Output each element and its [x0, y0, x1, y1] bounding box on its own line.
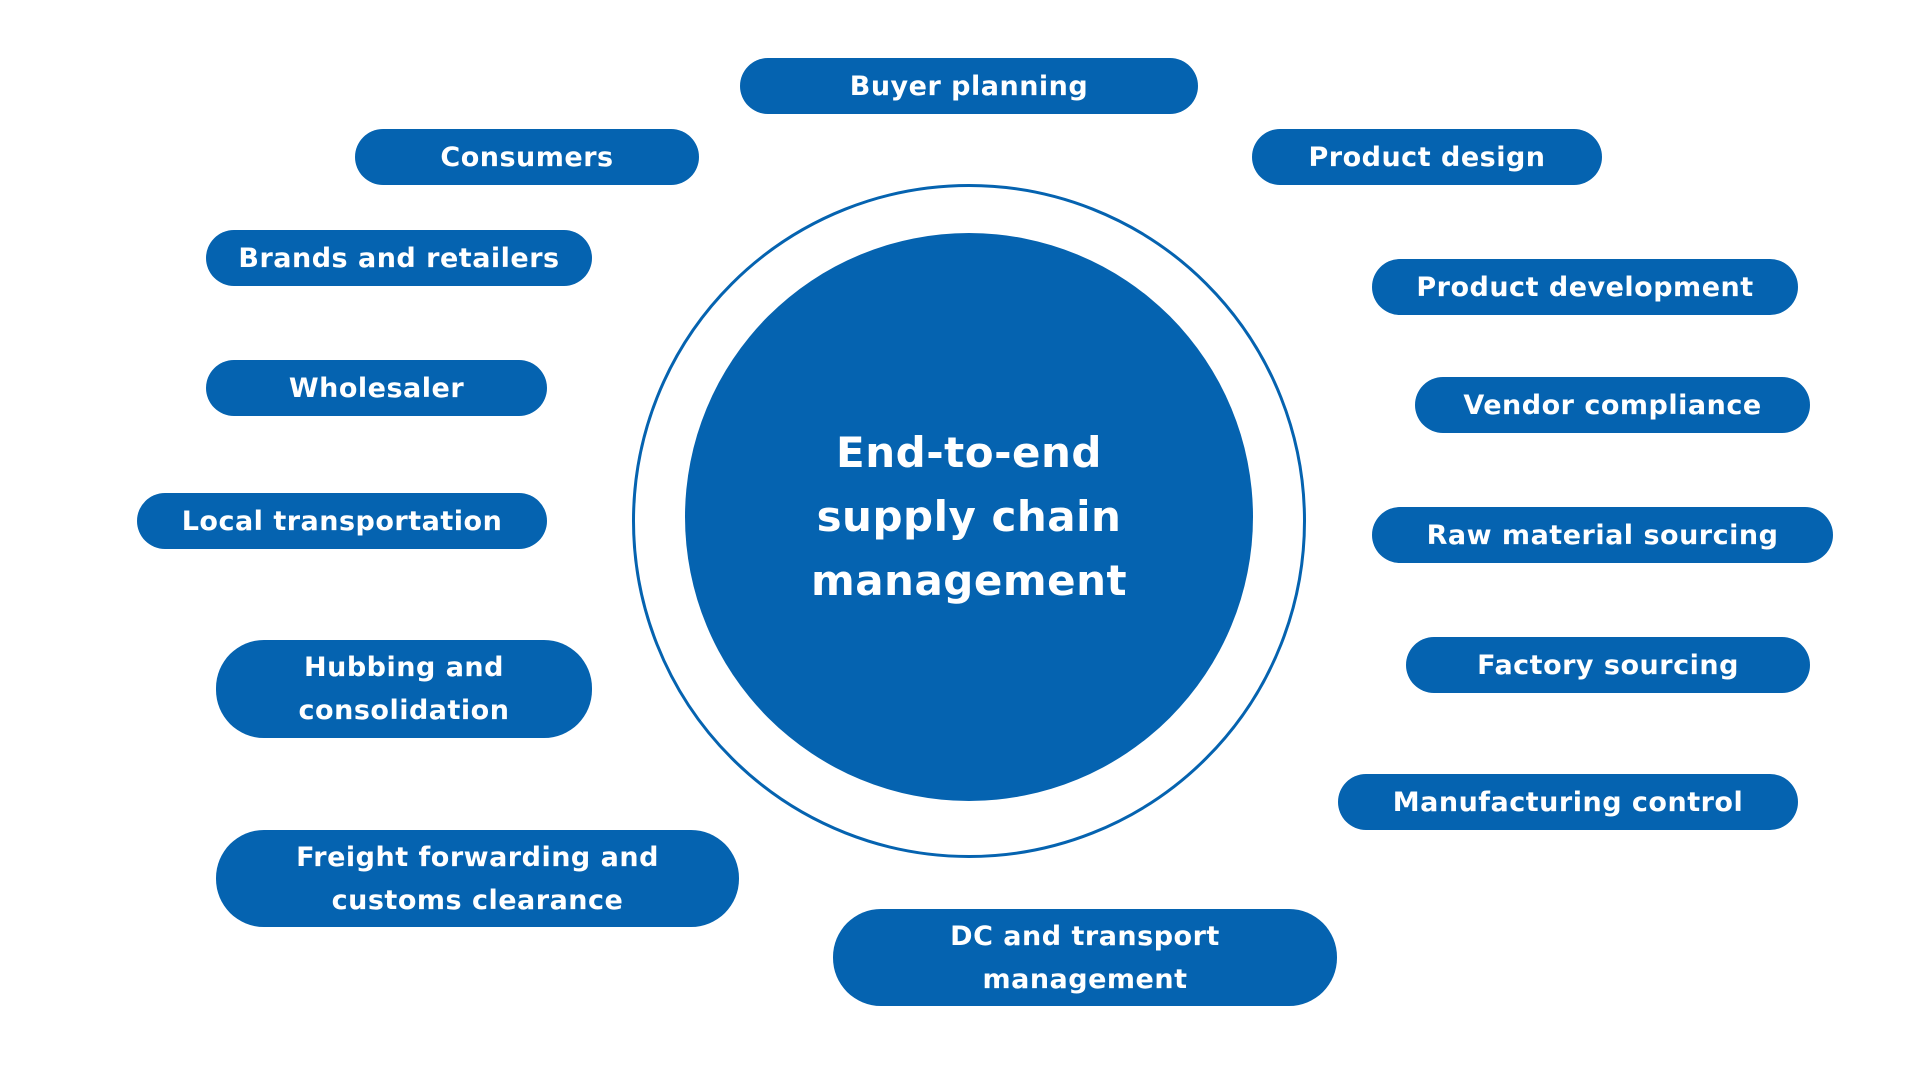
- node-hubbing-consolidation: Hubbing and consolidation: [216, 640, 592, 738]
- node-factory-sourcing: Factory sourcing: [1406, 637, 1810, 693]
- center-title: End-to-end supply chain management: [810, 428, 1128, 605]
- node-raw-material-sourcing: Raw material sourcing: [1372, 507, 1833, 563]
- node-dc-transport-management: DC and transport management: [833, 909, 1337, 1006]
- node-consumers: Consumers: [355, 129, 699, 185]
- node-vendor-compliance: Vendor compliance: [1415, 377, 1810, 433]
- center-circle: End-to-end supply chain management: [685, 233, 1253, 801]
- node-brands-retailers: Brands and retailers: [206, 230, 592, 286]
- node-product-design: Product design: [1252, 129, 1602, 185]
- outer-ring: [632, 184, 1306, 858]
- node-freight-forwarding: Freight forwarding and customs clearance: [216, 830, 739, 927]
- node-manufacturing-control: Manufacturing control: [1338, 774, 1798, 830]
- node-product-development: Product development: [1372, 259, 1798, 315]
- node-buyer-planning: Buyer planning: [740, 58, 1198, 114]
- node-local-transportation: Local transportation: [137, 493, 547, 549]
- node-wholesaler: Wholesaler: [206, 360, 547, 416]
